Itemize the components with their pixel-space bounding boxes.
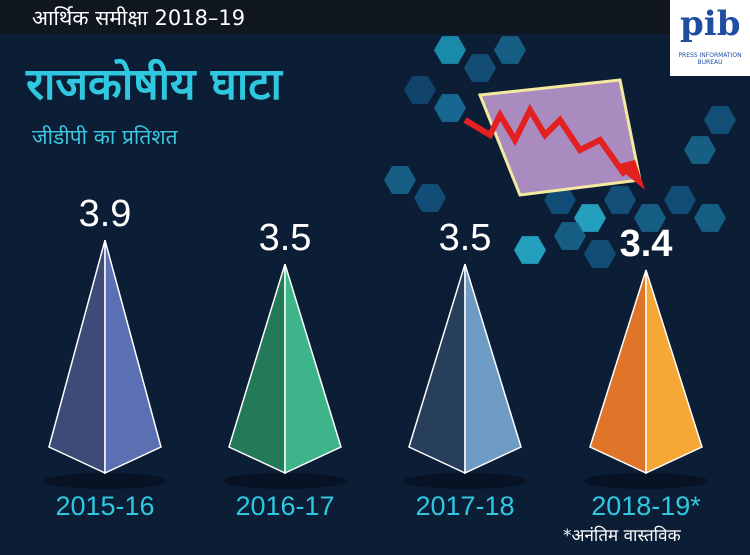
- bar-right-face: [645, 269, 703, 475]
- logo-text: PRESS INFORMATION BUREAU: [678, 52, 742, 66]
- category-label: 2018-19*: [591, 491, 701, 521]
- bar-right-face: [104, 239, 162, 475]
- hexagon-decoration: [404, 76, 436, 104]
- hexagon-decoration: [434, 36, 466, 64]
- value-label: 3.4: [620, 223, 673, 265]
- value-label: 3.5: [439, 217, 492, 259]
- bar-shadow: [43, 473, 167, 489]
- bar-left-face: [228, 263, 286, 475]
- hexagon-decoration: [384, 166, 416, 194]
- arrow-head-icon: [615, 160, 645, 190]
- hexagon-decoration: [664, 186, 696, 214]
- category-label: 2016-17: [235, 491, 334, 521]
- pib-logo: pib PRESS INFORMATION BUREAU: [670, 0, 750, 76]
- bar-shadow: [403, 473, 527, 489]
- hexagon-decoration: [694, 204, 726, 232]
- hexagon-decoration: [574, 204, 606, 232]
- declining-trend-arrow: [463, 103, 628, 177]
- hexagon-decoration: [704, 106, 736, 134]
- bar-left-face: [408, 263, 466, 475]
- value-label: 3.9: [79, 193, 132, 235]
- bar-left-face: [48, 239, 106, 475]
- footnote: *अनंतिम वास्तविक: [563, 526, 681, 546]
- subtitle: जीडीपी का प्रतिशत: [32, 125, 178, 149]
- header-bar: [0, 0, 750, 34]
- bar-right-face: [464, 263, 522, 475]
- hexagon-decoration: [464, 54, 496, 82]
- hexagon-decoration: [414, 184, 446, 212]
- hexagon-decoration: [544, 186, 576, 214]
- hexagon-decoration: [584, 240, 616, 268]
- kicker: आर्थिक समीक्षा 2018–19: [32, 6, 246, 30]
- page-title: राजकोषीय घाटा: [26, 59, 282, 110]
- shopping-bag-illustration: [477, 78, 642, 197]
- bar-shadow: [223, 473, 347, 489]
- bar-right-face: [284, 263, 342, 475]
- hexagon-decoration: [554, 222, 586, 250]
- hexagon-decoration: [634, 204, 666, 232]
- hexagon-decoration: [604, 186, 636, 214]
- bar-shadow: [584, 473, 708, 489]
- category-label: 2017-18: [415, 491, 514, 521]
- hexagon-decoration: [494, 36, 526, 64]
- hexagon-decoration: [514, 236, 546, 264]
- value-label: 3.5: [259, 217, 312, 259]
- hexagon-decoration: [434, 94, 466, 122]
- bar-left-face: [589, 269, 647, 475]
- category-label: 2015-16: [55, 491, 154, 521]
- hexagon-decoration: [684, 136, 716, 164]
